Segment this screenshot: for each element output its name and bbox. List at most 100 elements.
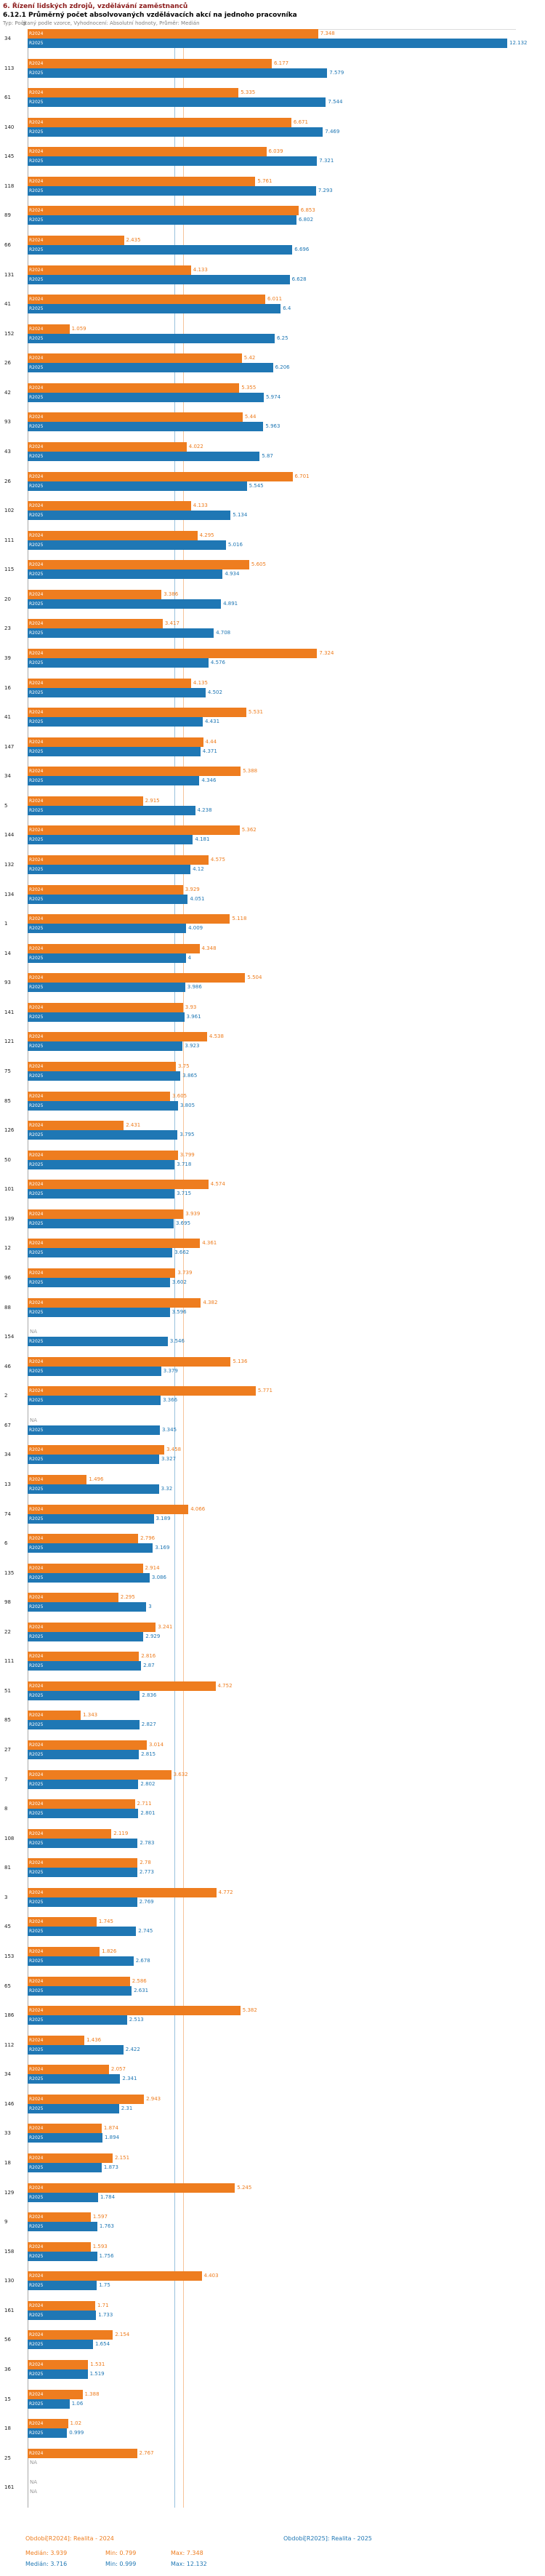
bar-r2025: R2025 <box>28 1396 161 1406</box>
bar-r2024: R2024 <box>28 1711 81 1721</box>
value-label-r2024: 3.929 <box>185 886 200 892</box>
value-label-r2025: 7.293 <box>318 187 333 193</box>
chart-row: 39 R2024 7.324 R2025 4.576 <box>0 648 545 679</box>
bar-series-label: R2024 <box>29 591 44 597</box>
bar-series-label: R2024 <box>29 1949 44 1955</box>
value-label-r2025: 4.238 <box>197 807 212 813</box>
bar-series-label: R2025 <box>29 1191 44 1197</box>
value-label-r2025: 4.891 <box>223 600 238 607</box>
bar-series-label: R2025 <box>29 1457 44 1463</box>
value-label-r2024: 2.057 <box>110 2066 126 2073</box>
bar-r2025: R2025 <box>28 894 188 904</box>
row-id-label: 89 <box>4 212 11 219</box>
bar-r2025: R2025 <box>28 1956 134 1967</box>
value-label-r2025: 4.371 <box>202 748 217 754</box>
bar-r2024: R2024 <box>28 1858 138 1868</box>
bar-series-label: R2024 <box>29 2450 44 2456</box>
chart-row: 18 R2024 2.151 R2025 1.873 <box>0 2153 545 2183</box>
bar-r2025: R2025 <box>28 746 201 756</box>
chart-row: 6 R2024 2.796 R2025 3.169 <box>0 1534 545 1564</box>
value-label-r2024: 4.133 <box>193 266 208 273</box>
bar-r2025: R2025 <box>28 1012 185 1022</box>
bar-series-label: R2025 <box>29 896 44 902</box>
value-label-r2025: 3.865 <box>182 1072 198 1079</box>
value-label-r2024: 3.241 <box>158 1623 173 1630</box>
value-label-r2025: 3.546 <box>169 1338 185 1345</box>
bar-series-label: R2025 <box>29 483 44 489</box>
bar-series-label: R2025 <box>29 985 44 991</box>
chart-row: 18 R2024 1.02 R2025 0.999 <box>0 2419 545 2449</box>
bar-series-label: R2024 <box>29 710 44 716</box>
bar-r2024: R2024 <box>28 2065 109 2075</box>
bar-r2025: R2025 <box>28 1100 178 1111</box>
na-label-r2024: NA <box>30 1417 38 1423</box>
bar-r2024: R2024 <box>28 678 191 688</box>
row-id-label: 23 <box>4 625 11 632</box>
bar-series-label: R2025 <box>29 1427 44 1433</box>
value-label-r2024: 6.177 <box>274 60 289 66</box>
value-label-r2024: 2.943 <box>146 2095 161 2102</box>
bar-series-label: R2024 <box>29 2126 44 2132</box>
bar-series-label: R2025 <box>29 1398 44 1404</box>
bar-r2024: R2024 <box>28 530 198 540</box>
value-label-r2025: 3.718 <box>177 1161 192 1167</box>
bar-r2025: R2025 <box>28 1366 161 1376</box>
bar-series-label: R2024 <box>29 267 44 273</box>
value-label-r2025: 2.513 <box>129 2017 144 2023</box>
axis-origin-label: 0 <box>23 21 26 27</box>
row-id-label: 39 <box>4 655 11 661</box>
bar-r2025: R2025 <box>28 363 273 373</box>
bar-series-label: R2025 <box>29 1840 44 1846</box>
bar-series-label: R2025 <box>29 1811 44 1817</box>
row-id-label: 13 <box>4 1481 11 1487</box>
bar-r2024: R2024 <box>28 2271 202 2281</box>
bar-series-label: R2024 <box>29 680 44 686</box>
row-id-label: 101 <box>4 1186 15 1193</box>
chart-row: 121 R2024 4.538 R2025 3.923 <box>0 1032 545 1062</box>
chart-row: 13 R2024 1.496 R2025 3.32 <box>0 1474 545 1505</box>
chart-row: 75 R2024 3.75 R2025 3.865 <box>0 1061 545 1092</box>
bar-r2025: R2025 <box>28 1484 159 1494</box>
chart-row: 89 R2024 6.853 R2025 6.802 <box>0 206 545 236</box>
bar-r2024: R2024 <box>28 324 70 334</box>
bar-series-label: R2024 <box>29 1004 44 1010</box>
value-label-r2024: 5.531 <box>248 709 263 716</box>
row-id-label: 108 <box>4 1835 15 1841</box>
row-id-label: 74 <box>4 1511 11 1517</box>
bar-series-label: R2024 <box>29 1772 44 1777</box>
chart-row: 139 R2024 3.939 R2025 3.695 <box>0 1209 545 1239</box>
bar-r2024: R2024 <box>28 1002 183 1012</box>
value-label-r2025: 3.32 <box>161 1485 173 1492</box>
row-id-label: 132 <box>4 861 15 868</box>
chart-row: 42 R2024 5.355 R2025 5.974 <box>0 383 545 413</box>
bar-r2024: R2024 <box>28 884 183 895</box>
chart-row: 61 R2024 5.335 R2025 7.544 <box>0 88 545 118</box>
chart-row: 108 R2024 2.119 R2025 2.783 <box>0 1828 545 1859</box>
bar-series-label: R2024 <box>29 1034 44 1040</box>
row-id-label: 34 <box>4 2071 11 2078</box>
bar-series-label: R2024 <box>29 621 44 627</box>
bar-series-label: R2025 <box>29 2283 44 2289</box>
bar-series-label: R2025 <box>29 748 44 754</box>
value-label-r2025: 5.87 <box>262 452 273 459</box>
bar-r2024: R2024 <box>28 353 242 364</box>
bar-series-label: R2025 <box>29 2047 44 2052</box>
value-label-r2025: 6.802 <box>299 217 314 223</box>
bar-series-label: R2024 <box>29 1506 44 1512</box>
value-label-r2024: 1.745 <box>98 1919 113 1925</box>
value-label-r2024: 1.059 <box>71 325 86 332</box>
bar-series-label: R2024 <box>29 887 44 892</box>
bar-r2025: R2025 <box>28 628 214 639</box>
bar-series-label: R2024 <box>29 1123 44 1129</box>
bar-r2024: R2024 <box>28 1504 189 1514</box>
bar-series-label: R2024 <box>29 769 44 775</box>
bar-r2024: R2024 <box>28 589 162 599</box>
value-label-r2024: 4.772 <box>218 1889 233 1895</box>
bar-r2025: R2025 <box>28 1720 140 1730</box>
bar-r2025: R2025 <box>28 1337 168 1347</box>
bar-r2024: R2024 <box>28 1593 118 1603</box>
row-id-label: 65 <box>4 1983 11 1989</box>
value-label-r2025: 6.696 <box>294 246 310 252</box>
bar-series-label: R2025 <box>29 247 44 252</box>
bar-r2025: R2025 <box>28 1159 175 1169</box>
